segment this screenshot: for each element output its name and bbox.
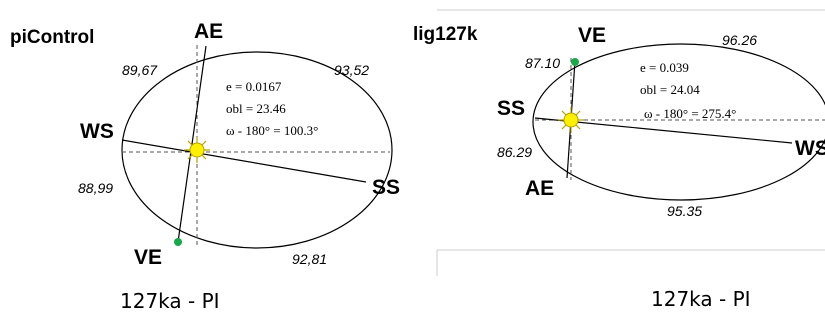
panel-title: piControl bbox=[10, 27, 94, 48]
parameter: obl = 23.46 bbox=[226, 101, 286, 116]
parameter: e = 0.0167 bbox=[226, 79, 282, 94]
sun bbox=[558, 107, 584, 133]
figure: piControl AE WS SS VE 89,67 93,52 88,99 … bbox=[0, 0, 825, 319]
duration: 86.29 bbox=[497, 144, 532, 160]
label-ve: VE bbox=[134, 246, 162, 269]
caption: 127ka - PI bbox=[120, 289, 220, 313]
parameter: ω - 180° = 275.4° bbox=[644, 106, 736, 121]
parameter: e = 0.039 bbox=[640, 60, 689, 75]
duration: 89,67 bbox=[122, 62, 158, 78]
duration: 96.26 bbox=[722, 32, 757, 48]
solstice-line bbox=[122, 140, 366, 182]
label-ws: WS bbox=[80, 120, 114, 143]
earth bbox=[571, 58, 579, 66]
label-ws: WS bbox=[795, 137, 825, 160]
caption: 127ka - PI bbox=[651, 287, 751, 311]
label-ve: VE bbox=[578, 24, 606, 47]
parameter: ω - 180° = 100.3° bbox=[226, 123, 318, 138]
label-ae: AE bbox=[525, 177, 554, 200]
duration: 95.35 bbox=[667, 203, 702, 219]
panel-left: piControl AE WS SS VE 89,67 93,52 88,99 … bbox=[10, 20, 400, 313]
label-ss: SS bbox=[372, 176, 400, 199]
label-ae: AE bbox=[194, 20, 223, 43]
duration: 87.10 bbox=[525, 55, 560, 71]
duration: 92,81 bbox=[292, 251, 327, 267]
duration: 88,99 bbox=[78, 180, 113, 196]
duration: 93,52 bbox=[334, 62, 369, 78]
panel-title: lig127k bbox=[413, 24, 478, 45]
sun bbox=[184, 137, 210, 163]
earth bbox=[174, 238, 182, 246]
panel-right: lig127k WS VE SS AE 87.10 96.26 86.29 95… bbox=[413, 10, 825, 311]
label-ss: SS bbox=[497, 97, 525, 120]
parameter: obl = 24.04 bbox=[640, 82, 700, 97]
equinox-line bbox=[178, 46, 206, 242]
